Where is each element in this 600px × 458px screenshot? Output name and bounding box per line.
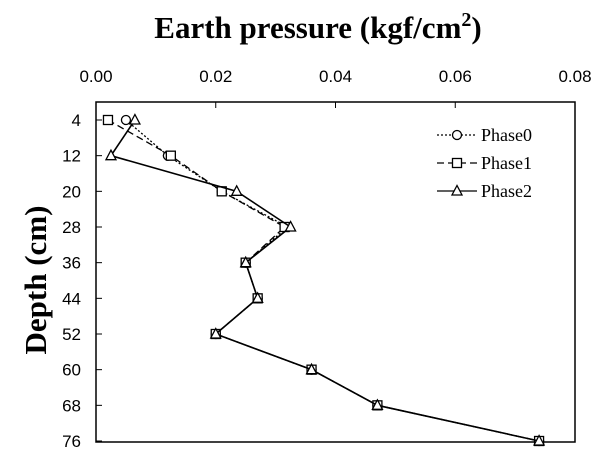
data-point	[371, 398, 384, 410]
data-point	[104, 148, 118, 161]
legend-marker	[451, 129, 463, 141]
data-point	[305, 362, 318, 375]
y-tick-label: 76	[62, 432, 81, 451]
x-tick-label: 0.06	[439, 67, 472, 86]
y-tick-label: 60	[62, 361, 81, 380]
x-tick-label: 0.08	[558, 67, 591, 86]
legend-label: Phase2	[481, 181, 532, 201]
legend-marker	[451, 157, 463, 169]
y-tick-label: 20	[62, 182, 81, 201]
x-tick-label: 0.00	[79, 67, 112, 86]
y-tick-label: 68	[62, 396, 81, 415]
y-tick-label: 28	[62, 218, 81, 237]
y-axis-label: Depth (cm)	[18, 206, 53, 355]
legend: Phase0 Phase1 Phase2	[437, 125, 532, 201]
series-phase2	[104, 113, 546, 446]
series-line	[107, 119, 540, 442]
data-point	[128, 113, 141, 125]
x-tick-label: 0.04	[319, 67, 352, 86]
y-tick-label: 12	[62, 147, 81, 166]
data-point	[209, 327, 222, 339]
chart-title: Earth pressure (kgf/cm2)	[154, 9, 481, 45]
data-point	[102, 114, 114, 126]
y-tick-label: 52	[62, 325, 81, 344]
series-line	[109, 119, 540, 442]
legend-marker	[450, 184, 464, 196]
legend-label: Phase0	[481, 125, 532, 145]
data-point	[165, 150, 176, 161]
data-point	[230, 184, 243, 196]
series-phase1	[102, 114, 545, 447]
y-axis-ticks: 4 12 20 28 36 44 52 60 68 76	[62, 111, 102, 451]
data-point	[284, 220, 297, 232]
legend-label: Phase1	[481, 153, 532, 173]
data-point	[239, 255, 252, 268]
y-tick-label: 36	[62, 254, 81, 273]
y-tick-label: 44	[62, 289, 81, 308]
series-layer	[102, 113, 546, 447]
data-point	[251, 291, 264, 303]
x-axis-ticks: 0.00 0.02 0.04 0.06 0.08	[79, 67, 592, 108]
y-tick-label: 4	[72, 111, 81, 130]
data-point	[532, 434, 546, 446]
data-point	[120, 114, 132, 126]
x-tick-label: 0.02	[199, 67, 232, 86]
